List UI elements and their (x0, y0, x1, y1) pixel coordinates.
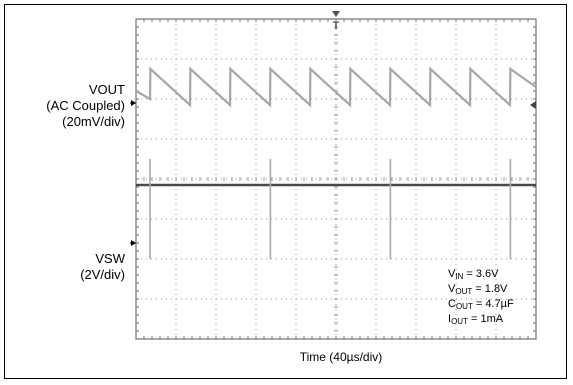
trigger-arrow (332, 11, 340, 17)
plot-frame (135, 18, 537, 340)
condition-vout: VOUT = 1.8V (448, 283, 508, 296)
vout-label-line-3: (20mV/div) (62, 114, 125, 129)
vout-label: VOUT (AC Coupled) (20mV/div) (15, 82, 125, 130)
vout-marker-arrow (131, 100, 136, 106)
scope-figure: T VOUT (AC Coupled) (20mV/div) VSW (2V/d… (4, 4, 567, 379)
condition-cout: COUT = 4.7µF (448, 298, 514, 311)
condition-vin: VIN = 3.6V (448, 268, 499, 281)
vsw-label-line-2: (2V/div) (80, 267, 125, 282)
trigger-level-marker (530, 101, 536, 109)
vout-label-line-2: (AC Coupled) (46, 98, 125, 113)
condition-iout: IOUT = 1mA (448, 313, 504, 326)
x-axis-label: Time (40µs/div) (299, 350, 383, 364)
vsw-label-line-1: VSW (95, 251, 125, 266)
trigger-label: T (333, 20, 340, 32)
vout-trace (135, 66, 537, 108)
vsw-marker-arrow (131, 240, 136, 246)
scope-plot: T (130, 11, 537, 340)
vsw-label: VSW (2V/div) (15, 251, 125, 283)
vout-label-line-1: VOUT (88, 82, 125, 97)
